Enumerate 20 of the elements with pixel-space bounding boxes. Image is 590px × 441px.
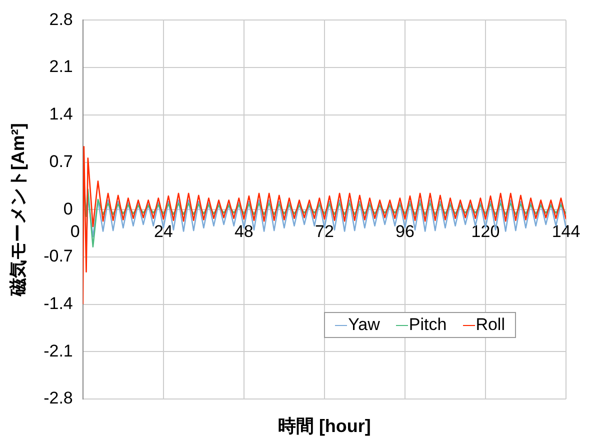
y-tick-label: -1.4 (44, 294, 73, 313)
y-tick-label: 2.1 (49, 57, 73, 76)
x-tick-label: 120 (471, 222, 500, 241)
y-tick-label: 1.4 (49, 104, 73, 124)
legend-label: Roll (476, 314, 505, 334)
x-tick-label: 48 (234, 222, 254, 241)
x-axis-title: 時間 [hour] (276, 415, 372, 438)
x-tick-label: 72 (314, 222, 334, 241)
y-tick-label: 0.7 (49, 152, 73, 171)
y-tick-label: -2.8 (44, 388, 73, 408)
x-tick-label: 96 (396, 222, 414, 241)
y-tick-label: 2.8 (49, 10, 73, 29)
y-tick-label: -2.1 (44, 341, 73, 360)
legend-label: Yaw (348, 314, 380, 334)
y-axis-title: 磁気モーメント[Am²] (8, 123, 28, 298)
legend-label: Pitch (408, 314, 447, 334)
y-tick-label: 0 (63, 199, 73, 218)
x-tick-label: 24 (154, 222, 173, 241)
x-tick-label: 144 (552, 222, 580, 241)
y-tick-label: -0.7 (44, 246, 73, 266)
